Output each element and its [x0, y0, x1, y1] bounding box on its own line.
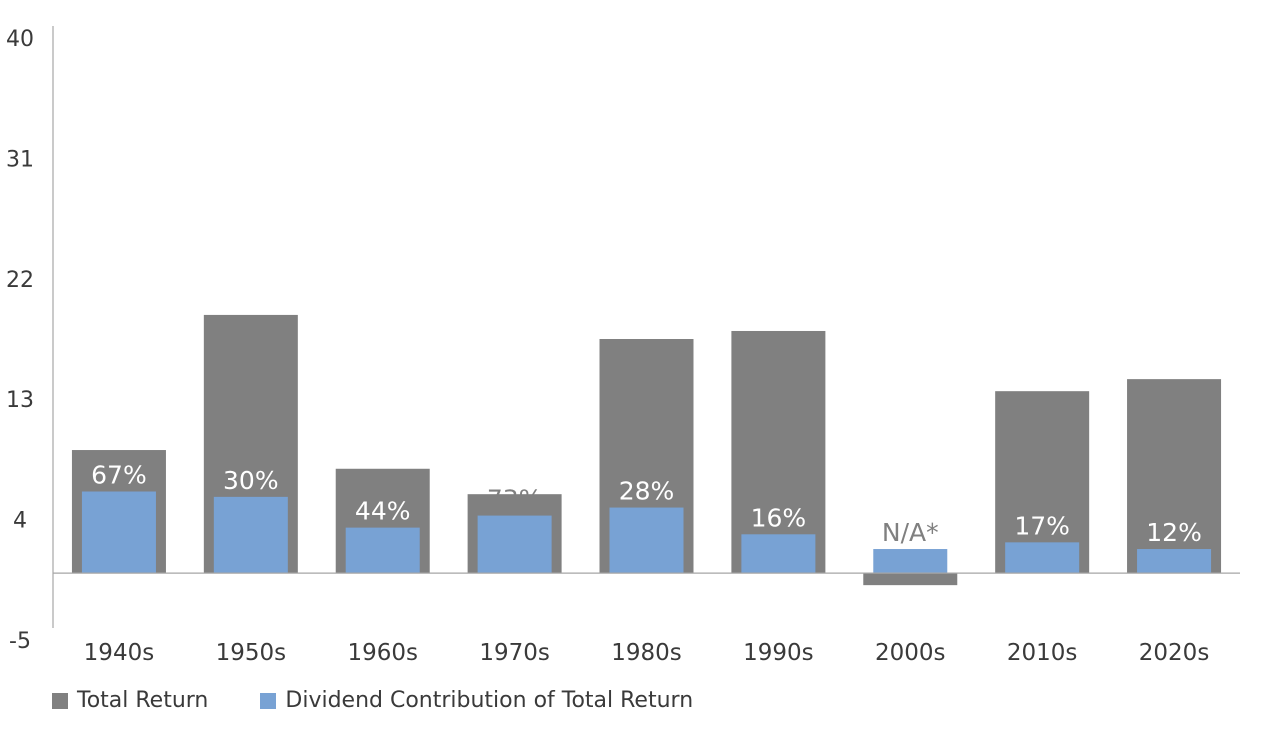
x-tick-label: 1960s: [347, 640, 418, 666]
data-label: N/A*: [882, 518, 939, 547]
y-tick-label: -5: [9, 629, 31, 654]
legend: Total Return Dividend Contribution of To…: [52, 688, 745, 713]
legend-label-dividend-contribution: Dividend Contribution of Total Return: [285, 688, 694, 713]
bar-dividend-contribution: [81, 491, 156, 574]
y-tick-label: 40: [6, 27, 34, 52]
y-tick-label: 4: [13, 509, 27, 534]
bar-total-return: [863, 573, 958, 586]
bar-dividend-contribution: [1137, 549, 1212, 574]
bar-dividend-contribution: [213, 496, 288, 574]
data-label: 30%: [223, 466, 279, 495]
bar-dividend-contribution: [873, 549, 948, 574]
legend-swatch-dividend-contribution: [260, 692, 277, 709]
data-label: 28%: [619, 477, 675, 506]
x-tick-label: 1990s: [743, 640, 814, 666]
bar-total-return: [1127, 379, 1222, 574]
legend-item-dividend-contribution: Dividend Contribution of Total Return: [260, 688, 693, 713]
data-label: 44%: [355, 497, 411, 526]
legend-swatch-total-return: [52, 692, 68, 709]
x-tick-label: 1940s: [84, 640, 155, 666]
legend-item-total-return: Total Return: [52, 688, 208, 713]
data-label: 12%: [1146, 518, 1202, 547]
bar-dividend-contribution: [477, 515, 552, 574]
y-tick-label: 13: [6, 388, 34, 413]
bar-dividend-contribution: [609, 507, 684, 574]
x-tick-label: 1950s: [216, 640, 287, 666]
x-tick-label: 1970s: [479, 640, 550, 666]
legend-label-total-return: Total Return: [77, 688, 209, 713]
bar-dividend-contribution: [741, 534, 816, 574]
x-tick-label: 2010s: [1007, 640, 1078, 666]
x-tick-label: 1980s: [611, 640, 682, 666]
data-label: 73%: [487, 485, 543, 514]
x-tick-label: 2000s: [875, 640, 946, 666]
x-tick-label: 2020s: [1139, 640, 1210, 666]
data-label: 67%: [91, 461, 147, 490]
bar-dividend-contribution: [345, 527, 420, 574]
y-tick-label: 22: [6, 268, 34, 293]
y-tick-label: 31: [6, 147, 34, 172]
bar-dividend-contribution: [1005, 542, 1080, 574]
data-label: 16%: [751, 503, 807, 532]
data-label: 17%: [1014, 511, 1070, 540]
bar-total-return: [731, 330, 826, 574]
